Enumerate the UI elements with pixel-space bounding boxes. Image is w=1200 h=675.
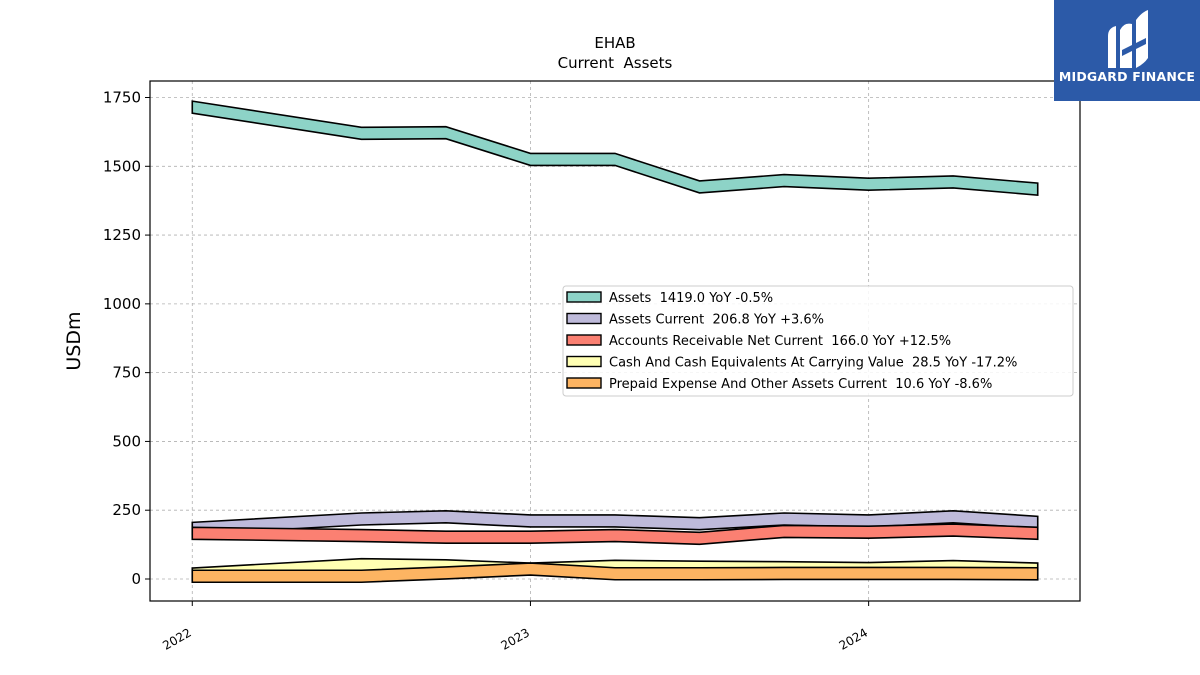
legend-label: Assets Current 206.8 YoY +3.6% — [609, 313, 824, 328]
legend-swatch — [566, 291, 602, 303]
legend-label: Cash And Cash Equivalents At Carrying Va… — [609, 356, 1017, 371]
legend-label: Prepaid Expense And Other Assets Current… — [609, 377, 992, 392]
x-tick-label: 2023 — [499, 625, 532, 652]
legend-swatch — [566, 355, 602, 368]
legend-label: Accounts Receivable Net Current 166.0 Yo… — [609, 334, 951, 349]
y-ticks: 0 250 500 750 1000 1250 1500 1750 — [103, 89, 150, 588]
y-tick-label: 500 — [112, 432, 141, 450]
legend-label: Assets 1419.0 YoY -0.5% — [609, 291, 773, 306]
series-band-1 — [191, 100, 1039, 196]
y-tick-label: 750 — [112, 364, 141, 382]
logo-text: MIDGARD FINANCE — [1058, 69, 1196, 84]
y-tick-label: 1250 — [103, 226, 141, 244]
brand-logo: MIDGARD FINANCE — [1054, 0, 1200, 101]
legend: Assets 1419.0 YoY -0.5% Assets Current 20… — [562, 285, 1074, 397]
chart-title: EHAB — [594, 34, 635, 52]
y-tick-label: 1000 — [103, 295, 141, 313]
y-tick-label: 1500 — [103, 157, 141, 175]
legend-box — [562, 285, 1074, 397]
x-ticks: 2022 2023 2024 — [160, 601, 870, 653]
legend-swatch — [566, 312, 602, 325]
y-tick-label: 0 — [131, 570, 141, 588]
legend-swatch — [566, 334, 602, 346]
y-tick-label: 1750 — [103, 89, 141, 107]
plot-frame — [149, 80, 1081, 602]
series-band-3 — [191, 523, 1039, 546]
x-tick-label: 2022 — [160, 625, 193, 652]
legend-swatch — [566, 377, 602, 389]
chart-subtitle: Current Assets — [558, 54, 673, 72]
y-axis-label: USDm — [63, 311, 85, 370]
midgard-logo-icon — [1108, 10, 1148, 69]
series-bands — [191, 100, 1039, 584]
x-tick-label: 2024 — [837, 625, 870, 652]
series-band-5 — [191, 562, 1039, 584]
y-tick-label: 250 — [112, 501, 141, 519]
